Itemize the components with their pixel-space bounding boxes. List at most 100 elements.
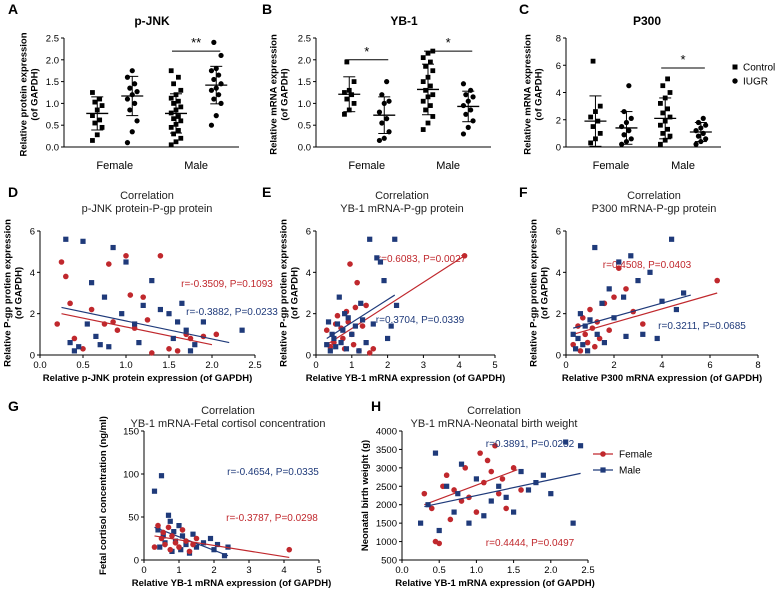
data-point (540, 472, 546, 478)
data-point (176, 544, 182, 550)
data-point (384, 79, 390, 85)
data-point (106, 344, 112, 350)
data-point (458, 498, 465, 504)
data-point (110, 244, 116, 251)
data-point (208, 122, 215, 128)
data-point (286, 546, 293, 553)
data-point (703, 122, 709, 128)
x-axis-label: Relative YB-1 mRNA expression (of GAPDH) (132, 578, 332, 589)
chart-subtitle: p-JNK protein-P-gp protein (82, 203, 213, 215)
data-point (134, 89, 140, 95)
data-point (570, 331, 576, 337)
data-point (132, 81, 138, 87)
data-point (342, 90, 347, 95)
data-point (157, 253, 164, 259)
data-point (425, 502, 431, 508)
data-point (667, 90, 673, 95)
data-point (455, 491, 461, 497)
data-point (183, 541, 189, 548)
y-axis-label-line: Neonatal birth weight (g) (360, 440, 371, 551)
x-tick-label: 2.0 (205, 360, 218, 371)
y-tick-label: 1500 (376, 519, 397, 530)
y-axis-label-line: (of GAPDH) (290, 267, 301, 319)
data-point (492, 442, 498, 449)
data-point (388, 323, 394, 329)
data-point (351, 79, 357, 84)
data-point (325, 319, 332, 325)
data-point (573, 346, 579, 352)
data-point (168, 124, 174, 130)
data-point (580, 315, 586, 321)
data-point (151, 488, 158, 494)
data-point (626, 128, 632, 134)
y-axis-label: Relative mRNA expression(of GAPDH) (269, 34, 291, 155)
data-point (525, 487, 532, 493)
data-point (175, 319, 181, 325)
y-tick-label: 0 (30, 351, 35, 362)
data-point (207, 535, 214, 542)
data-point (587, 317, 593, 323)
data-point (356, 348, 362, 354)
correlation-annotation: r=0.3211, P=0.0685 (658, 321, 746, 332)
data-point (149, 278, 155, 284)
data-point (200, 540, 207, 546)
data-point (436, 540, 443, 547)
data-point (171, 116, 176, 122)
data-point (447, 516, 454, 523)
data-point (99, 124, 105, 130)
data-point (170, 335, 176, 342)
x-tick-label: 8 (755, 360, 760, 371)
data-point (370, 346, 377, 352)
y-tick-label: 2 (556, 115, 561, 126)
data-point (470, 94, 476, 100)
series-blue: r=0.3891, P=0.0252 (418, 439, 584, 534)
data-point (349, 331, 355, 337)
x-tick-label: 0 (141, 565, 146, 576)
data-point (616, 265, 622, 272)
y-tick-label: 0.0 (298, 143, 311, 154)
data-point (658, 122, 663, 128)
data-point (90, 113, 95, 119)
data-point (590, 58, 596, 64)
data-point (157, 544, 163, 550)
correlation-annotation: r=0.4444, P=0.0497 (486, 538, 575, 549)
data-point (58, 259, 65, 265)
panel-label: G (8, 398, 19, 414)
data-point (340, 327, 346, 333)
data-point (71, 335, 78, 342)
data-point (160, 533, 166, 539)
data-point (473, 509, 480, 515)
x-tick-label: 5 (492, 360, 497, 371)
y-tick-label: 2.5 (298, 34, 311, 45)
correlation-annotation: r=-0.3509, P=0.1093 (181, 279, 273, 290)
data-point (376, 137, 383, 144)
data-point (84, 321, 90, 327)
y-axis-label-line: (of GAPDH) (30, 68, 41, 120)
data-point (323, 327, 330, 334)
data-point (101, 294, 108, 300)
chart-title: Correlation (201, 405, 255, 417)
data-point (577, 311, 583, 317)
legend-label: IUGR (743, 77, 768, 88)
legend-label: Male (619, 466, 641, 477)
data-point (660, 130, 666, 136)
data-point (423, 63, 428, 69)
data-point (132, 100, 138, 106)
y-tick-label: 4 (556, 268, 561, 279)
y-tick-label: 2 (30, 309, 35, 320)
data-point (89, 280, 95, 286)
data-point (428, 103, 433, 108)
column-male-control (165, 68, 187, 148)
data-point (97, 342, 103, 348)
data-point (200, 319, 206, 325)
correlation-annotation: r=-0.4654, P=0.0335 (227, 467, 319, 478)
y-tick-label: 500 (381, 556, 397, 567)
data-point (127, 292, 134, 298)
data-point (171, 101, 176, 106)
legend-marker (600, 467, 606, 473)
x-tick-label: 1.5 (162, 360, 175, 371)
column-female-control (338, 59, 361, 117)
data-point (662, 137, 668, 143)
data-point (428, 83, 433, 89)
